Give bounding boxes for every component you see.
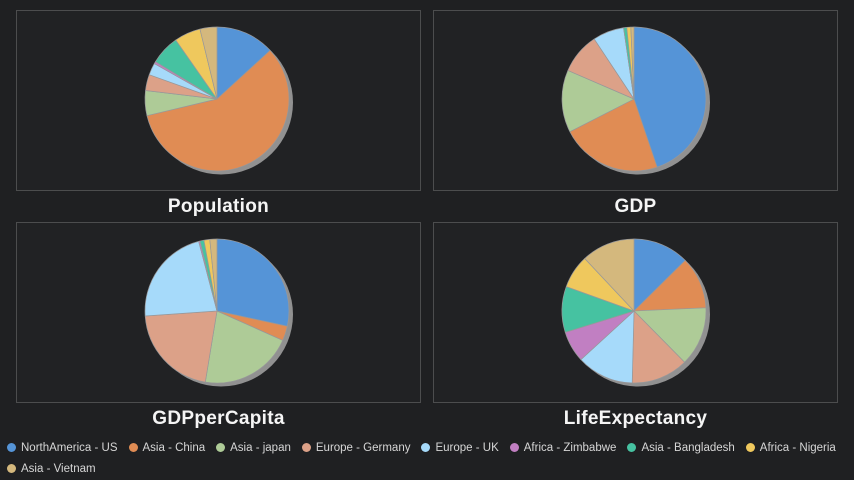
charts-grid: Population GDP GDPperCapita LifeExpectan…: [16, 10, 838, 434]
legend-label: Africa - Nigeria: [759, 441, 836, 454]
chart-cell-population: Population: [16, 10, 421, 222]
chart-title-lifeexpectancy: LifeExpectancy: [563, 408, 708, 429]
gdppercapita-pie-chart: [144, 238, 293, 386]
legend-label: Europe - UK: [435, 441, 499, 454]
legend-color-dot: [421, 443, 431, 452]
legend-item-asia-china: Asia - China: [128, 441, 206, 454]
legend-item-africa-nigeria: Africa - Nigeria: [745, 441, 836, 454]
legend-label: Europe - Germany: [315, 441, 411, 454]
pie-slice: [633, 26, 706, 168]
legend-item-europe-germany: Europe - Germany: [301, 441, 411, 454]
population-pie-chart: [144, 26, 293, 174]
chart-panel-gdppercapita: [16, 222, 421, 403]
chart-cell-gdp: GDP: [433, 10, 838, 222]
pie-slice: [561, 69, 634, 132]
legend-color-dot: [301, 443, 311, 452]
pie-slice: [208, 238, 217, 311]
legend-row-2: Asia - Vietnam: [7, 458, 854, 479]
legend-label: Asia - japan: [230, 441, 291, 454]
pie-slice: [631, 310, 685, 383]
chart-panel-lifeexpectancy: [433, 222, 838, 403]
pie-slice: [633, 238, 686, 311]
legend-color-dot: [216, 443, 226, 452]
chart-title-gdppercapita: GDPperCapita: [152, 408, 285, 429]
pie-slice: [216, 26, 270, 99]
lifeexpectancy-pie-chart: [561, 238, 710, 386]
legend-item-northamerica-us: NorthAmerica - US: [7, 442, 118, 454]
legend-item-asia-bangladesh: Asia - Bangladesh: [627, 441, 735, 454]
legend-label: Asia - Bangladesh: [641, 441, 735, 454]
legend-label: Asia - Vietnam: [21, 462, 96, 475]
gdp-pie-chart: [561, 26, 710, 174]
legend-row-1: NorthAmerica - US Asia - China Asia - ja…: [7, 437, 854, 458]
pie-slice: [580, 310, 634, 383]
pie-slice: [633, 306, 706, 363]
legend-item-europe-uk: Europe - UK: [421, 441, 499, 454]
pie-slice: [204, 310, 283, 383]
chart-legend: NorthAmerica - US Asia - China Asia - ja…: [0, 434, 854, 479]
legend-color-dot: [128, 443, 138, 452]
chart-title-population: Population: [167, 196, 270, 217]
pie-slice: [569, 98, 657, 171]
pie-slice: [629, 26, 634, 99]
legend-color-dot: [7, 464, 16, 473]
chart-cell-lifeexpectancy: LifeExpectancy: [433, 222, 838, 434]
legend-color-dot: [627, 443, 637, 452]
pie-slice: [583, 238, 634, 311]
legend-color-dot: [7, 443, 16, 452]
legend-label: NorthAmerica - US: [21, 441, 118, 454]
pie-slice: [144, 240, 217, 316]
chart-panel-population: [16, 10, 421, 191]
legend-item-asia-vietnam: Asia - Vietnam: [7, 463, 96, 475]
chart-panel-gdp: [433, 10, 838, 191]
legend-color-dot: [745, 443, 755, 452]
legend-item-africa-zimbabwe: Africa - Zimbabwe: [509, 441, 617, 454]
legend-item-asia-japan: Asia - japan: [216, 442, 291, 454]
pie-slice: [144, 310, 217, 382]
chart-title-gdp: GDP: [614, 196, 657, 217]
chart-cell-gdppercapita: GDPperCapita: [16, 222, 421, 434]
pie-slice: [216, 238, 289, 327]
legend-label: Africa - Zimbabwe: [523, 441, 617, 454]
legend-color-dot: [509, 443, 519, 452]
legend-label: Asia - China: [142, 441, 206, 454]
pie-slice: [146, 49, 289, 171]
pie-slice: [199, 26, 217, 99]
